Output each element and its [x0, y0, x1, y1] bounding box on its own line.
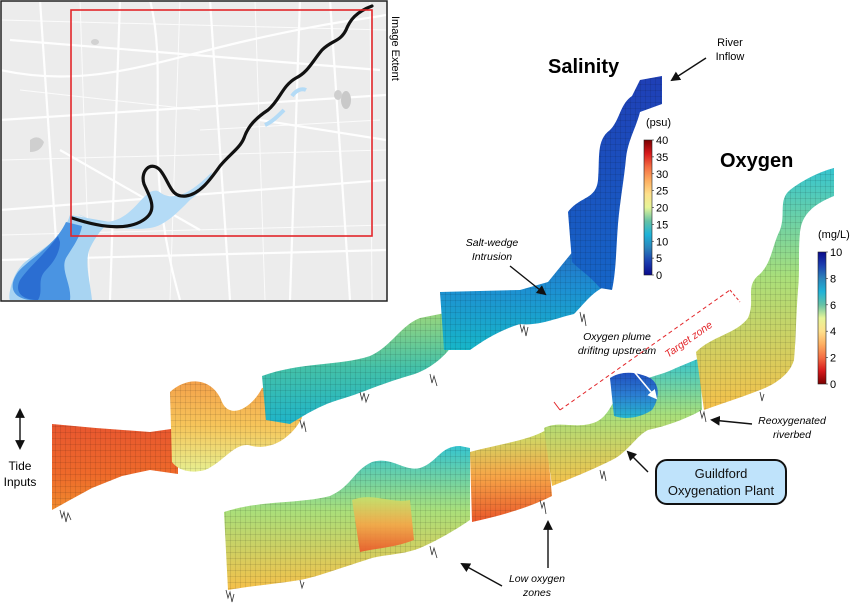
image-extent-box: [70, 9, 373, 237]
oxygen-plume-line1: Oxygen plume: [583, 331, 651, 343]
oxygen-tick-2: 2: [830, 353, 836, 365]
salinity-tick-25: 25: [656, 186, 668, 198]
tide-line2: Inputs: [4, 475, 37, 489]
reoxygenated-line2: riverbed: [773, 429, 812, 441]
salinity-curtain: [52, 76, 662, 523]
oxygen-title: Oxygen: [720, 150, 793, 172]
oxygen-unit: (mg/L): [818, 229, 850, 241]
salt-wedge-line1: Salt-wedge: [466, 237, 519, 249]
oxygen-curtain: [224, 168, 834, 603]
map-inset: Image Extent: [0, 0, 401, 302]
salinity-colorbar-bar: [643, 139, 653, 276]
oxygen-colorbar-ticks: 10 8 6 4 2 0: [826, 247, 842, 391]
oxygen-plume-arrow: [625, 361, 658, 400]
low-oxygen-arrow-left: [460, 563, 503, 587]
oxygen-tick-8: 8: [830, 273, 836, 285]
low-oxygen-annotation: Low oxygen zones: [460, 520, 565, 599]
oxygen-plume-line2: drifitng upstream: [578, 345, 656, 357]
oxygen-tick-10: 10: [830, 247, 842, 259]
salinity-tick-0: 0: [656, 270, 662, 282]
tide-inputs-annotation: Tide Inputs: [4, 408, 37, 489]
salinity-title: Salinity: [548, 56, 620, 78]
salinity-unit: (psu): [646, 117, 671, 129]
low-oxygen-line1: Low oxygen: [509, 573, 565, 585]
oxygen-tick-4: 4: [830, 326, 836, 338]
plant-arrow: [626, 450, 649, 473]
map-streets: [2, 2, 386, 300]
tide-line1: Tide: [9, 459, 32, 473]
reoxygenated-arrow: [710, 415, 753, 426]
salinity-tick-10: 10: [656, 236, 668, 248]
reoxygenated-line1: Reoxygenated: [758, 415, 827, 427]
salinity-tick-35: 35: [656, 152, 668, 164]
plant-line2: Oxygenation Plant: [667, 483, 775, 498]
image-extent-label: Image Extent: [389, 16, 401, 81]
oxygen-colorbar-bar: [817, 251, 827, 385]
river-inflow-arrow: [670, 57, 707, 82]
salinity-tick-40: 40: [656, 135, 668, 147]
plant-line1: Guildford: [694, 466, 748, 481]
river-line: [70, 4, 374, 229]
oxygen-tick-0: 0: [830, 379, 836, 391]
oxygen-colorbar: (mg/L) 10 8 6 4 2 0: [817, 229, 850, 391]
salinity-colorbar-ticks: 40 35 30 25 20 15 10 5 0: [652, 135, 668, 282]
guildford-plant-label: Guildford Oxygenation Plant: [655, 459, 787, 505]
salt-wedge-arrow: [509, 265, 547, 296]
salinity-colorbar: (psu) 40 35 30 25 20 15 10 5 0: [643, 117, 671, 282]
oxygen-tick-6: 6: [830, 300, 836, 312]
salt-wedge-annotation: Salt-wedge Intrusion: [466, 237, 547, 296]
salinity-tick-5: 5: [656, 253, 662, 265]
salt-wedge-line2: Intrusion: [472, 251, 512, 263]
salinity-tick-20: 20: [656, 203, 668, 215]
river-inflow-line1: River: [717, 37, 743, 49]
oxygen-plume-annotation: Oxygen plume drifitng upstream: [578, 331, 658, 400]
river-inflow-annotation: River Inflow: [670, 37, 745, 82]
reoxygenated-annotation: Reoxygenated riverbed: [710, 415, 827, 441]
salinity-tick-30: 30: [656, 169, 668, 181]
salinity-tick-15: 15: [656, 219, 668, 231]
low-oxygen-line2: zones: [522, 587, 552, 599]
river-inflow-line2: Inflow: [716, 51, 745, 63]
